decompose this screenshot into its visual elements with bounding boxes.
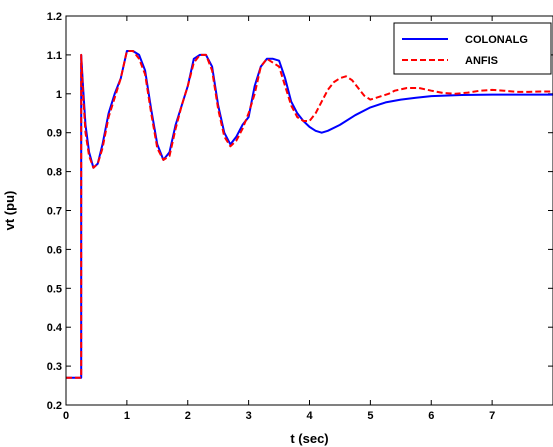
- y-tick-label: 0.3: [47, 361, 62, 373]
- x-tick-label: 4: [306, 410, 313, 422]
- y-axis-ticks: 0.2 0.3 0.4 0.5 0.6 0.7 0.8 0.9 1 1.1 1.2: [47, 11, 553, 412]
- y-axis-title: vt (pu): [2, 191, 17, 231]
- x-tick-label: 3: [246, 410, 252, 422]
- y-tick-label: 0.8: [47, 167, 62, 179]
- legend: COLONALG ANFIS: [393, 22, 552, 75]
- y-tick-label: 1.1: [47, 50, 62, 62]
- x-tick-label: 5: [367, 410, 373, 422]
- x-tick-label: 6: [428, 410, 434, 422]
- legend-box: [393, 22, 552, 75]
- y-tick-label: 0.6: [47, 244, 62, 256]
- y-tick-label: 1: [56, 89, 62, 101]
- y-tick-label: 1.2: [47, 11, 62, 23]
- y-tick-label: 0.9: [47, 128, 62, 140]
- legend-label-colonalg: COLONALG: [465, 34, 528, 46]
- x-axis-title: t (sec): [290, 431, 328, 446]
- y-tick-label: 0.5: [47, 283, 62, 295]
- series-line-anfis: [66, 50, 553, 379]
- series-layer: [66, 50, 553, 379]
- legend-label-anfis: ANFIS: [465, 55, 498, 67]
- x-axis-ticks: 0 1 2 3 4 5 6 7: [63, 16, 495, 422]
- x-tick-label: 0: [63, 410, 69, 422]
- x-tick-label: 1: [124, 410, 130, 422]
- x-tick-label: 2: [185, 410, 191, 422]
- plot-frame: [65, 15, 553, 406]
- y-tick-label: 0.4: [47, 322, 63, 334]
- x-tick-label: 7: [489, 410, 495, 422]
- y-tick-label: 0.7: [47, 206, 62, 218]
- y-tick-label: 0.2: [47, 400, 62, 412]
